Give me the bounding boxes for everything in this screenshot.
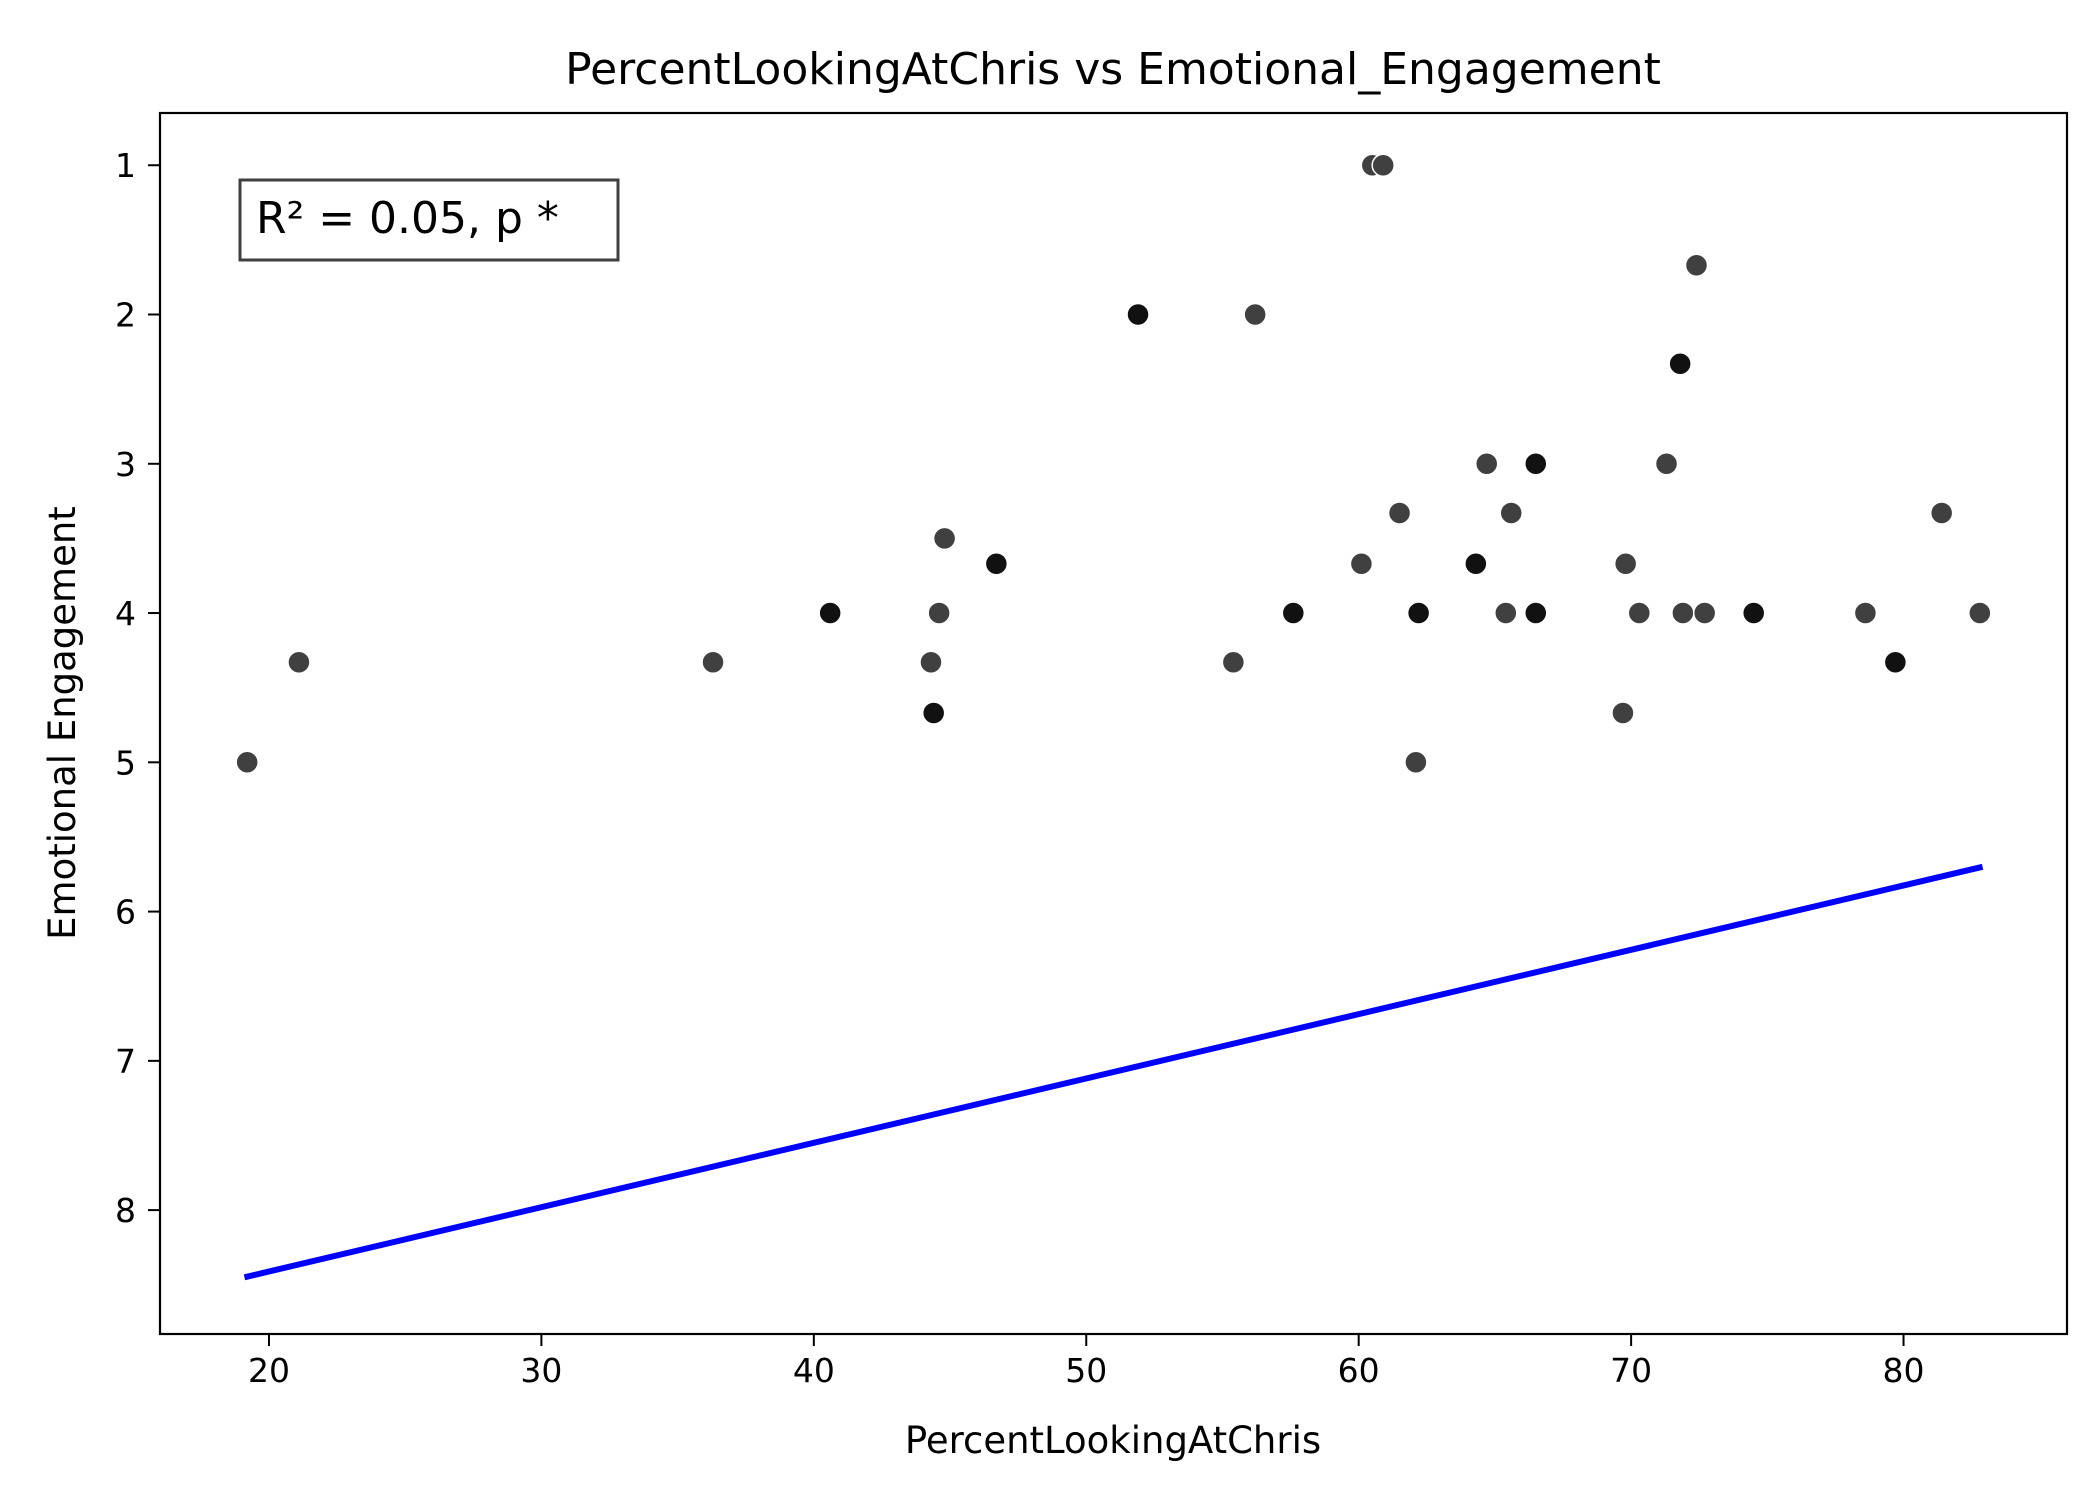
x-axis-label: PercentLookingAtChris	[905, 1419, 1321, 1462]
chart-title: PercentLookingAtChris vs Emotional_Engag…	[565, 44, 1661, 95]
fit-line-layer	[243, 863, 1984, 1281]
data-point-9	[1126, 302, 1150, 327]
y-tick-label-2: 2	[115, 296, 136, 335]
data-point-30	[1671, 601, 1695, 625]
x-tick-label-80: 80	[1883, 1351, 1925, 1390]
data-points	[235, 153, 1992, 775]
y-axis-ticks: 1 2 3 4 5 6 7 8	[115, 146, 160, 1230]
data-point-15	[1371, 153, 1395, 177]
x-tick-label-50: 50	[1065, 1351, 1107, 1390]
data-point-22	[1499, 501, 1523, 525]
data-point-34	[1853, 601, 1878, 625]
data-point-6	[927, 601, 951, 625]
data-point-24	[1524, 601, 1548, 625]
y-axis-label: Emotional Engagement	[41, 506, 84, 940]
data-point-25	[1611, 701, 1635, 725]
data-point-29	[1668, 352, 1692, 376]
data-point-16	[1387, 501, 1412, 525]
data-point-12	[1281, 601, 1306, 625]
data-point-36	[1929, 501, 1954, 525]
x-tick-label-40: 40	[793, 1351, 835, 1390]
x-tick-label-70: 70	[1610, 1351, 1652, 1390]
data-point-27	[1627, 601, 1652, 625]
annotation-text: R² = 0.05, p *	[256, 193, 559, 244]
stats-annotation: R² = 0.05, p *	[238, 178, 620, 262]
data-point-35	[1883, 650, 1908, 675]
x-tick-label-30: 30	[520, 1351, 562, 1390]
x-tick-label-20: 20	[248, 1351, 290, 1390]
data-point-33	[1741, 601, 1766, 625]
y-tick-label-5: 5	[115, 743, 136, 782]
data-point-23	[1524, 452, 1548, 476]
data-point-3	[818, 601, 842, 625]
x-axis-ticks: 20 30 40 50 60 70 80	[248, 1334, 1925, 1390]
y-tick-label-4: 4	[115, 594, 136, 633]
data-point-19	[1464, 552, 1488, 576]
data-point-13	[1349, 552, 1374, 576]
data-point-5	[921, 701, 946, 725]
data-point-7	[932, 526, 957, 551]
data-point-28	[1654, 452, 1679, 476]
data-point-0	[235, 750, 259, 775]
data-point-17	[1404, 750, 1428, 775]
annotation-box	[238, 178, 620, 262]
y-tick-label-6: 6	[115, 893, 136, 932]
data-point-1	[287, 650, 311, 675]
data-point-2	[701, 650, 725, 675]
data-point-18	[1406, 601, 1431, 625]
x-tick-label-60: 60	[1338, 1351, 1380, 1390]
y-tick-label-3: 3	[115, 445, 136, 484]
data-point-4	[919, 650, 943, 675]
y-tick-label-7: 7	[115, 1042, 136, 1081]
data-point-20	[1474, 452, 1499, 476]
data-point-32	[1692, 601, 1717, 625]
data-point-8	[984, 552, 1009, 576]
data-point-11	[1243, 302, 1267, 327]
y-tick-label-1: 1	[115, 146, 136, 185]
data-point-10	[1221, 650, 1246, 675]
data-point-21	[1494, 601, 1518, 625]
data-point-31	[1684, 253, 1709, 278]
y-tick-label-8: 8	[115, 1191, 136, 1230]
regression-line	[243, 863, 1984, 1281]
data-point-26	[1613, 552, 1638, 576]
data-point-37	[1968, 601, 1992, 625]
plot-frame	[158, 111, 2069, 1336]
